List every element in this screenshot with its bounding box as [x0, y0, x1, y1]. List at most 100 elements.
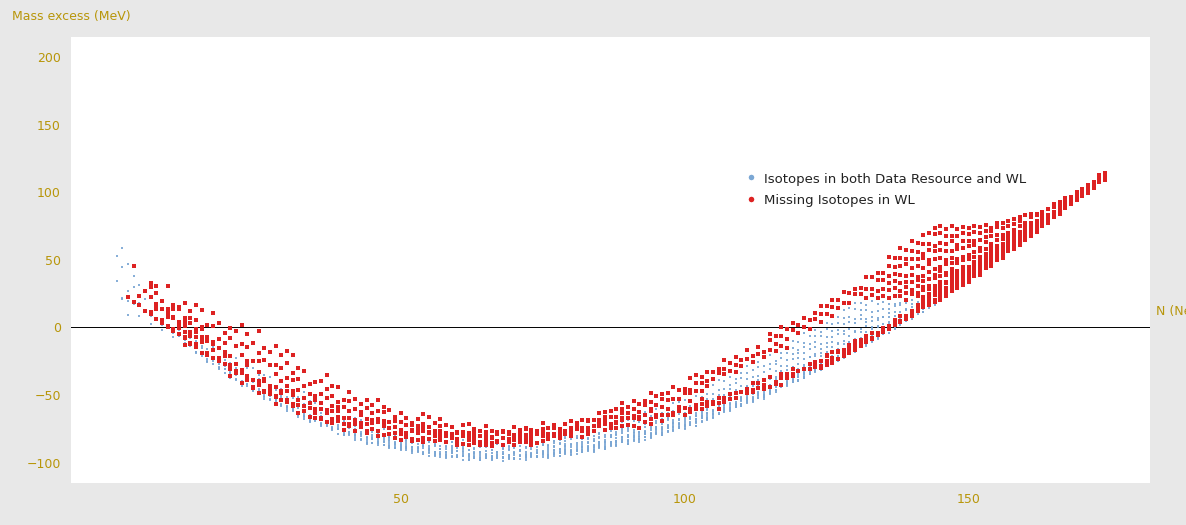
Point — [181, 339, 200, 347]
Point — [534, 440, 553, 449]
Point — [340, 428, 359, 437]
Point — [642, 432, 661, 440]
Point — [164, 325, 183, 333]
Point — [874, 285, 893, 293]
Point — [1096, 172, 1115, 180]
Point — [948, 255, 967, 263]
Point — [840, 348, 859, 356]
Point — [697, 377, 716, 385]
Point — [1010, 239, 1029, 247]
Point — [750, 384, 769, 392]
Point — [613, 435, 632, 444]
Point — [573, 443, 592, 451]
Point — [255, 392, 274, 400]
Point — [817, 360, 836, 369]
Point — [186, 328, 205, 337]
Point — [721, 403, 740, 412]
Point — [642, 398, 661, 406]
Point — [732, 369, 751, 377]
Point — [681, 421, 700, 429]
Point — [744, 379, 763, 387]
Point — [954, 229, 973, 237]
Point — [965, 269, 984, 278]
Point — [601, 438, 620, 447]
Point — [1061, 199, 1080, 207]
Point — [1050, 208, 1069, 216]
Point — [709, 409, 728, 417]
Point — [255, 386, 274, 394]
Point — [687, 411, 706, 419]
Point — [931, 272, 950, 280]
Point — [170, 303, 189, 311]
Point — [363, 425, 382, 433]
Point — [579, 445, 598, 454]
Point — [772, 374, 791, 382]
Point — [976, 261, 995, 269]
Point — [652, 430, 671, 438]
Point — [607, 434, 626, 443]
Point — [965, 253, 984, 261]
Point — [374, 408, 393, 416]
Point — [312, 419, 331, 427]
Point — [658, 421, 677, 429]
Point — [499, 455, 518, 463]
Point — [561, 435, 580, 444]
Point — [897, 299, 916, 308]
Point — [687, 422, 706, 430]
Point — [669, 415, 688, 423]
Point — [556, 449, 575, 457]
Point — [318, 416, 337, 425]
Point — [1050, 207, 1069, 215]
Point — [261, 385, 280, 394]
Point — [652, 420, 671, 428]
Point — [664, 411, 683, 419]
Point — [340, 419, 359, 428]
Point — [1067, 188, 1086, 196]
Point — [436, 443, 455, 452]
Point — [738, 355, 757, 363]
Point — [738, 394, 757, 403]
Point — [391, 438, 410, 447]
Point — [294, 381, 313, 390]
Point — [925, 242, 944, 250]
Point — [1078, 183, 1097, 192]
Point — [237, 380, 256, 388]
Point — [726, 403, 745, 411]
Point — [846, 335, 865, 343]
Point — [795, 373, 814, 382]
Point — [738, 375, 757, 383]
Point — [607, 427, 626, 436]
Point — [397, 421, 416, 429]
Point — [278, 387, 296, 395]
Point — [385, 430, 404, 439]
Point — [658, 396, 677, 404]
Point — [465, 445, 484, 454]
Point — [414, 434, 433, 442]
Point — [1005, 240, 1024, 248]
Point — [385, 439, 404, 448]
Point — [561, 450, 580, 459]
Point — [840, 343, 859, 351]
Point — [805, 308, 824, 317]
Point — [538, 446, 557, 454]
Point — [345, 421, 364, 429]
Point — [823, 296, 842, 304]
Point — [891, 319, 910, 327]
Point — [630, 408, 649, 416]
Point — [1045, 203, 1064, 211]
Point — [255, 377, 274, 385]
Point — [345, 432, 364, 440]
Point — [426, 442, 445, 450]
Point — [693, 405, 712, 414]
Point — [550, 449, 569, 458]
Point — [595, 436, 614, 445]
Point — [925, 296, 944, 304]
Point — [493, 428, 512, 436]
Point — [391, 443, 410, 452]
Point — [550, 446, 569, 455]
Point — [862, 297, 881, 305]
Point — [999, 246, 1018, 254]
Point — [544, 443, 563, 452]
Point — [903, 311, 922, 320]
Point — [976, 233, 995, 242]
